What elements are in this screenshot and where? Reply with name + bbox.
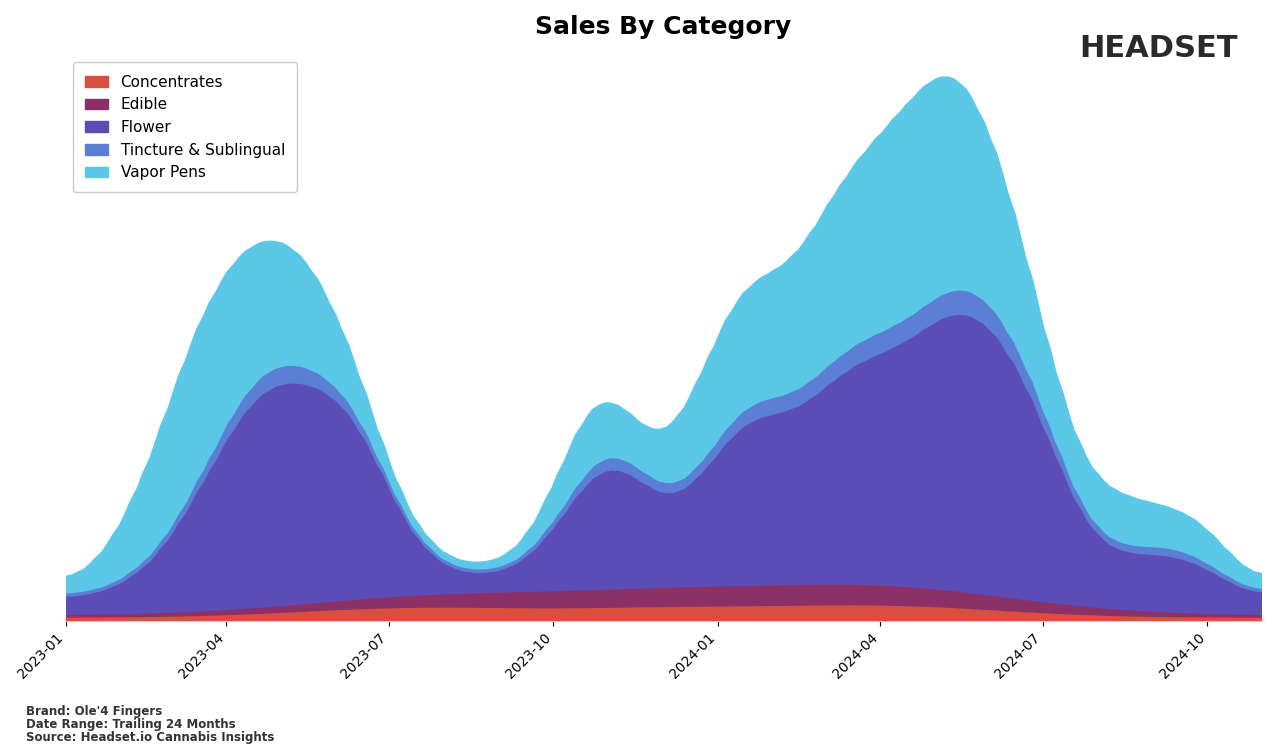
Text: Source: Headset.io Cannabis Insights: Source: Headset.io Cannabis Insights [26,731,274,744]
Legend: Concentrates, Edible, Flower, Tincture & Sublingual, Vapor Pens: Concentrates, Edible, Flower, Tincture &… [73,62,297,192]
Title: Sales By Category: Sales By Category [535,15,791,39]
Text: HEADSET: HEADSET [1079,34,1238,63]
Text: Brand: Ole'4 Fingers: Brand: Ole'4 Fingers [26,706,162,718]
Text: Date Range: Trailing 24 Months: Date Range: Trailing 24 Months [26,718,235,731]
